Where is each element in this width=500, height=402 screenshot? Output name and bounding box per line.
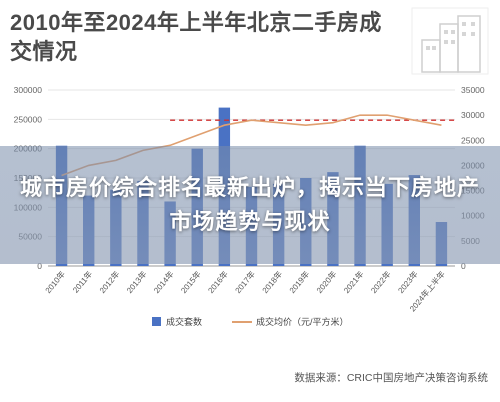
x-tick-label: 2018年: [260, 269, 284, 295]
y-right-tick-label: 0: [461, 261, 466, 271]
x-tick-label: 2014年: [151, 269, 175, 295]
x-tick-label: 2012年: [97, 269, 121, 295]
x-tick-label: 2011年: [70, 269, 94, 295]
y-left-tick-label: 0: [37, 261, 42, 271]
x-tick-label: 2022年: [368, 269, 392, 295]
y-left-tick-label: 300000: [14, 85, 43, 95]
legend-bar-swatch: [152, 317, 161, 326]
x-tick-label: 2015年: [179, 269, 203, 295]
chart-title: 2010年至2024年上半年北京二手房成交情况: [10, 10, 382, 64]
y-right-tick-label: 25000: [461, 135, 485, 145]
headline-banner: 城市房价综合排名最新出炉，揭示当下房地产市场趋势与现状: [0, 146, 500, 264]
legend-line-label: 成交均价（元/平方米）: [256, 316, 349, 327]
x-tick-label: 2013年: [124, 269, 148, 295]
legend-bar-label: 成交套数: [166, 316, 202, 327]
y-right-tick-label: 35000: [461, 85, 485, 95]
source-note: 数据来源：CRIC中国房地产决策咨询系统: [294, 372, 488, 384]
x-tick-label: 2016年: [206, 269, 230, 295]
y-left-tick-label: 250000: [14, 114, 43, 124]
x-tick-label: 2010年: [43, 269, 67, 295]
building-icon: [411, 7, 489, 75]
x-tick-label: 2019年: [287, 269, 311, 295]
x-tick-label: 2020年: [314, 269, 338, 295]
x-tick-label: 2021年: [341, 269, 365, 295]
y-right-tick-label: 30000: [461, 110, 485, 120]
x-tick-label: 2023年: [396, 269, 420, 295]
x-tick-label: 2017年: [233, 269, 257, 295]
headline-text: 城市房价综合排名最新出炉，揭示当下房地产市场趋势与现状: [19, 175, 480, 234]
